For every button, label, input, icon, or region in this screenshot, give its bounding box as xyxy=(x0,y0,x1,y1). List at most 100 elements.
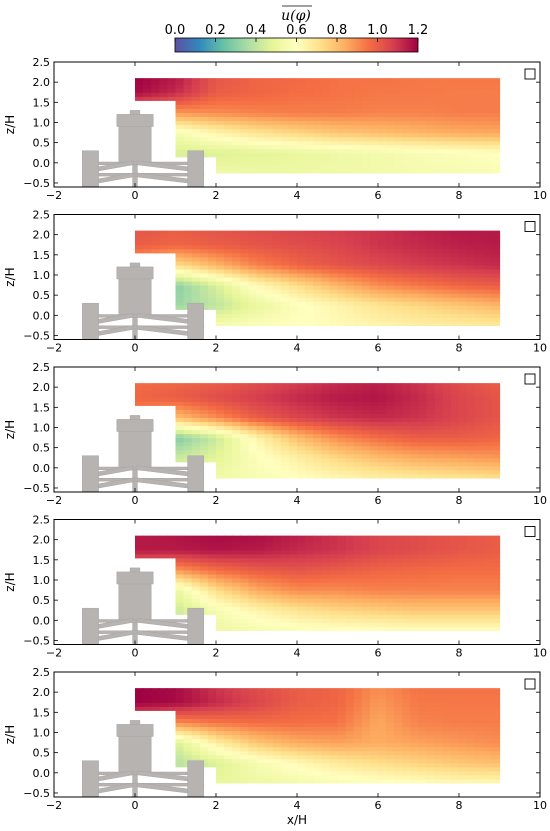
heatmap-cell xyxy=(280,297,290,302)
heatmap-cell xyxy=(248,108,258,113)
heatmap-cell xyxy=(224,248,233,254)
heatmap-cell xyxy=(459,770,468,776)
heatmap-cell xyxy=(378,441,387,447)
heatmap-cell xyxy=(410,128,420,134)
heatmap-cell xyxy=(272,264,282,270)
heatmap-cell xyxy=(426,774,436,780)
heatmap-cell xyxy=(207,124,217,130)
heatmap-cell xyxy=(272,112,282,118)
heatmap-cell xyxy=(313,453,322,459)
heatmap-cell xyxy=(240,557,249,563)
heatmap-cell xyxy=(216,690,225,695)
heatmap-cell xyxy=(264,445,274,451)
heatmap-cell xyxy=(256,606,266,611)
heatmap-cell xyxy=(216,128,225,134)
heatmap-cell xyxy=(297,136,306,142)
heatmap-cell xyxy=(280,313,290,318)
heatmap-cell xyxy=(475,244,484,250)
heatmap-cell xyxy=(418,453,428,459)
heatmap-cell xyxy=(345,774,355,780)
heatmap-cell xyxy=(248,309,258,314)
heatmap-cell xyxy=(369,156,379,162)
heatmap-cell xyxy=(394,277,403,282)
heatmap-cell xyxy=(475,561,484,567)
heatmap-cell xyxy=(475,112,484,118)
heatmap-cell xyxy=(386,84,395,89)
heatmap-cell xyxy=(369,317,379,322)
heatmap-cell xyxy=(386,168,395,174)
heatmap-cell xyxy=(442,778,452,784)
heatmap-cell xyxy=(240,240,249,246)
heatmap-cell xyxy=(280,437,290,443)
heatmap-cell xyxy=(143,96,152,101)
heatmap-cell xyxy=(361,92,371,97)
heatmap-cell xyxy=(199,569,209,575)
heatmap-cell xyxy=(361,618,371,623)
heatmap-cell xyxy=(207,586,217,591)
heatmap-cell xyxy=(321,461,330,467)
heatmap-cell xyxy=(280,594,290,599)
heatmap-cell xyxy=(248,774,258,780)
heatmap-cell xyxy=(361,694,371,699)
heatmap-cell xyxy=(224,281,233,286)
heatmap-cell xyxy=(232,305,241,310)
heatmap-cell xyxy=(248,746,258,752)
heatmap-cell xyxy=(280,549,290,555)
heatmap-cell xyxy=(434,429,444,435)
heatmap-cell xyxy=(361,289,371,294)
panels: −2 0 2 4 6 8 10−0.50.00.51.01.52.02.5z/H−2 0 2 4 6… xyxy=(3,56,547,812)
heatmap-cell xyxy=(240,602,249,607)
heatmap-cell xyxy=(467,393,476,398)
heatmap-cell xyxy=(491,84,501,89)
heatmap-cell xyxy=(256,622,266,627)
heatmap-cell xyxy=(329,702,339,707)
heatmap-cell xyxy=(386,573,395,579)
heatmap-cell xyxy=(491,116,501,122)
heatmap-cell xyxy=(329,417,339,423)
heatmap-cell xyxy=(410,401,420,406)
heatmap-cell xyxy=(353,297,363,302)
heatmap-cell xyxy=(232,535,241,539)
heatmap-cell xyxy=(353,289,363,294)
heatmap-cell xyxy=(272,132,282,138)
heatmap-cell xyxy=(426,730,436,736)
heatmap-cell xyxy=(418,594,428,599)
heatmap-cell xyxy=(321,140,330,146)
heatmap-cell xyxy=(491,383,501,386)
heatmap-cell xyxy=(199,690,209,695)
heatmap-cell xyxy=(353,778,363,784)
heatmap-cell xyxy=(378,108,387,113)
heatmap-cell xyxy=(240,389,249,394)
heatmap-cell xyxy=(483,582,492,587)
heatmap-cell xyxy=(386,100,395,105)
heatmap-cell xyxy=(256,758,266,764)
heatmap-cell xyxy=(434,168,444,174)
heatmap-cell xyxy=(402,610,411,615)
heatmap-cell xyxy=(386,549,395,555)
heatmap-cell xyxy=(345,758,355,764)
heatmap-cell xyxy=(183,421,193,427)
heatmap-cell xyxy=(272,586,282,591)
heatmap-cell xyxy=(216,277,225,282)
heatmap-cell xyxy=(345,535,355,539)
heatmap-cell xyxy=(135,88,144,93)
heatmap-cell xyxy=(353,734,363,740)
heatmap-cell xyxy=(191,413,201,418)
heatmap-cell xyxy=(386,722,395,728)
heatmap-cell xyxy=(329,309,339,314)
heatmap-cell xyxy=(305,321,314,326)
heatmap-cell xyxy=(240,425,249,431)
heatmap-cell xyxy=(191,586,201,591)
turbine-part xyxy=(116,571,154,585)
heatmap-cell xyxy=(459,152,468,158)
heatmap-cell xyxy=(321,104,330,109)
heatmap-cell xyxy=(491,92,501,97)
heatmap-cell xyxy=(272,702,282,707)
heatmap-cell xyxy=(199,236,209,242)
heatmap-cell xyxy=(459,313,468,318)
heatmap-cell xyxy=(418,742,428,748)
heatmap-cell xyxy=(442,553,452,559)
heatmap-cell xyxy=(329,457,339,463)
heatmap-cell xyxy=(353,590,363,595)
heatmap-cell xyxy=(232,714,241,719)
